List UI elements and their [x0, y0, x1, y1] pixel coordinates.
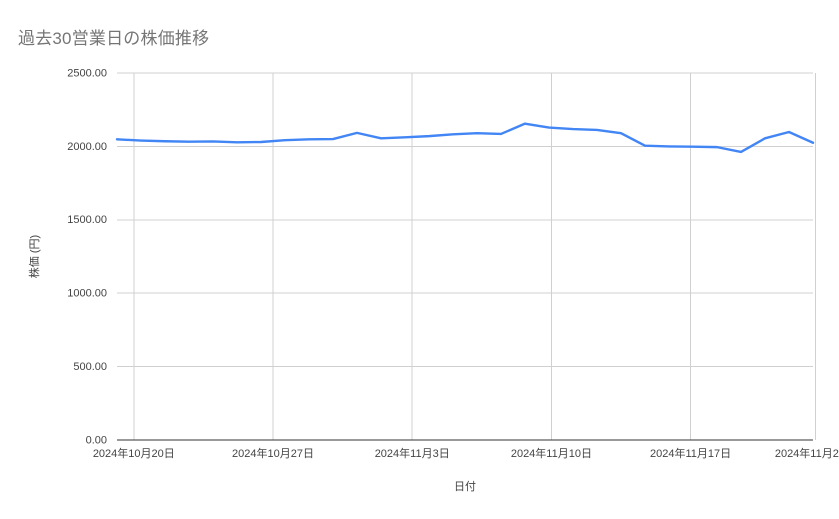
y-tick-label: 1500.00: [67, 214, 107, 226]
series-line-stock-price: [115, 122, 815, 154]
x-gridlines: [133, 73, 816, 440]
x-tick-label: 2024年11月10日: [511, 446, 592, 460]
y-gridlines: [117, 72, 813, 368]
y-axis-tick-labels: 0.00 500.00 1000.00 1500.00 2000.00 2500.00: [67, 67, 107, 446]
x-tick-label: 2024年10月20日: [93, 446, 175, 460]
y-axis-title: 株価 (円): [27, 235, 41, 278]
x-tick-label: 2024年11月24日: [775, 446, 839, 460]
y-tick-label: 2000.00: [67, 141, 107, 153]
x-tick-label: 2024年10月27日: [232, 446, 314, 460]
x-tick-label: 2024年11月17日: [650, 446, 731, 460]
y-tick-label: 2500.00: [67, 67, 107, 79]
x-axis-title: 日付: [454, 480, 476, 493]
y-tick-label: 1000.00: [67, 288, 107, 300]
chart-title: 過去30営業日の株価推移: [18, 29, 210, 48]
y-tick-label: 0.00: [86, 434, 107, 446]
x-axis-tick-labels: 2024年10月20日 2024年10月27日 2024年11月3日 2024年11月…: [93, 446, 839, 460]
x-tick-label: 2024年11月3日: [375, 446, 450, 460]
y-tick-label: 500.00: [73, 361, 107, 373]
data-series-group: [115, 122, 815, 154]
